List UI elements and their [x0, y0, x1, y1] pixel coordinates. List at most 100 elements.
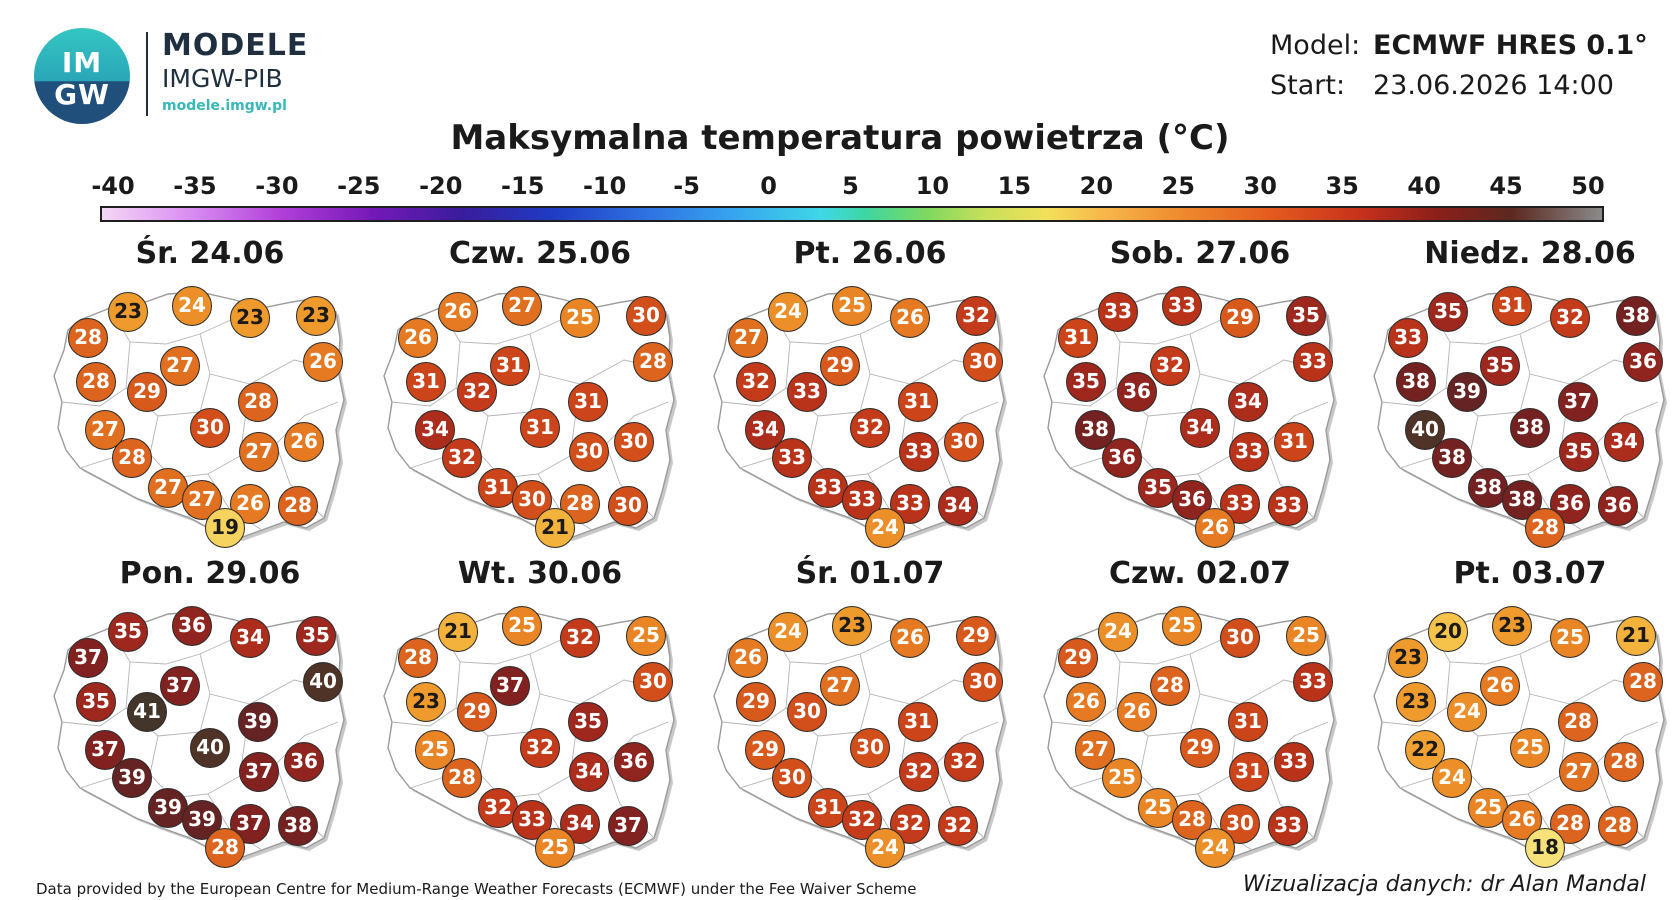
poland-map: 35 31 32 38 33 36 35 38 39 37 40 38 38 35 34 38 38 36 36 28 [1360, 278, 1667, 548]
logo-url[interactable]: modele.imgw.pl [162, 98, 287, 114]
city-temperature: 32 [520, 728, 560, 768]
city-temperature: 38 [1502, 480, 1542, 520]
city-temperature: 25 [626, 616, 666, 656]
city-temperature: 35 [108, 612, 148, 652]
city-temperature: 19 [205, 508, 245, 548]
city-temperature: 24 [768, 612, 808, 652]
city-temperature: 35 [1138, 468, 1178, 508]
city-temperature: 28 [398, 638, 438, 678]
start-label: Start: [1270, 70, 1346, 101]
city-temperature: 30 [772, 758, 812, 798]
poland-map: 26 27 25 30 26 28 31 31 32 31 34 31 32 30 30 31 30 28 30 21 [370, 278, 677, 548]
city-temperature: 26 [284, 422, 324, 462]
city-temperature: 37 [1558, 382, 1598, 422]
city-temperature: 36 [1117, 372, 1157, 412]
city-temperature: 31 [898, 382, 938, 422]
badge-line2: GW [54, 78, 110, 111]
city-temperature: 31 [520, 408, 560, 448]
poland-map: 24 25 26 32 27 30 29 32 33 31 34 32 33 33 30 33 33 33 34 24 [700, 278, 1007, 548]
city-temperature: 33 [1293, 662, 1333, 702]
model-value: ECMWF HRES 0.1° [1373, 30, 1648, 61]
city-temperature: 32 [1150, 346, 1190, 386]
start-value: 23.06.2026 14:00 [1373, 70, 1614, 101]
city-temperature: 28 [238, 382, 278, 422]
city-temperature: 37 [85, 730, 125, 770]
city-temperature: 24 [1447, 692, 1487, 732]
region-border [1381, 707, 1447, 727]
city-temperature: 23 [1396, 682, 1436, 722]
city-temperature: 36 [614, 742, 654, 782]
city-temperature: 28 [205, 828, 245, 868]
city-temperature: 26 [1066, 682, 1106, 722]
colorbar-tick-label: 30 [1243, 172, 1277, 200]
day-label: Śr. 24.06 [135, 236, 285, 271]
colorbar-tick-label: -35 [173, 172, 217, 200]
colorbar-tick-label: -20 [419, 172, 463, 200]
city-temperature: 32 [938, 806, 978, 846]
city-temperature: 39 [148, 788, 188, 828]
city-temperature: 21 [1616, 616, 1656, 656]
city-temperature: 36 [1102, 438, 1142, 478]
region-border [1051, 707, 1117, 727]
poland-map: 23 24 23 23 28 26 27 28 29 28 27 30 28 27 26 27 27 26 28 19 [40, 278, 347, 548]
city-temperature: 25 [560, 298, 600, 338]
city-temperature: 31 [490, 346, 530, 386]
colorbar-tick-label: 5 [842, 172, 859, 200]
city-temperature: 28 [1604, 742, 1644, 782]
city-temperature: 36 [284, 742, 324, 782]
city-temperature: 25 [1510, 728, 1550, 768]
city-temperature: 38 [278, 806, 318, 846]
colorbar-gradient [100, 206, 1604, 222]
city-temperature: 27 [820, 666, 860, 706]
city-temperature: 35 [296, 616, 336, 656]
city-temperature: 27 [182, 480, 222, 520]
city-temperature: 33 [1162, 286, 1202, 326]
region-border [721, 707, 787, 727]
city-temperature: 28 [442, 758, 482, 798]
colorbar-tick-label: -5 [673, 172, 700, 200]
city-temperature: 35 [1286, 296, 1326, 336]
city-temperature: 39 [238, 702, 278, 742]
city-temperature: 27 [1559, 752, 1599, 792]
city-temperature: 31 [1058, 318, 1098, 358]
city-temperature: 32 [899, 752, 939, 792]
city-temperature: 29 [127, 372, 167, 412]
city-temperature: 32 [1550, 298, 1590, 338]
day-label: Pt. 26.06 [793, 236, 947, 271]
city-temperature: 33 [1268, 486, 1308, 526]
map-title: Maksymalna temperatura powietrza (°C) [450, 118, 1230, 158]
city-temperature: 24 [865, 828, 905, 868]
city-temperature: 37 [239, 752, 279, 792]
city-temperature: 35 [76, 682, 116, 722]
city-temperature: 33 [1229, 432, 1269, 472]
city-temperature: 35 [1559, 432, 1599, 472]
city-temperature: 32 [457, 372, 497, 412]
city-temperature: 24 [768, 292, 808, 332]
city-temperature: 27 [148, 468, 188, 508]
data-credit: Data provided by the European Centre for… [36, 880, 917, 898]
region-border [61, 387, 127, 407]
city-temperature: 28 [76, 362, 116, 402]
poland-map: 24 25 30 25 29 33 28 26 26 31 27 29 25 31 33 25 28 30 33 24 [1030, 598, 1337, 868]
logo-divider [146, 32, 148, 116]
city-temperature: 30 [190, 408, 230, 448]
colorbar-tick-label: 25 [1161, 172, 1195, 200]
city-temperature: 24 [172, 286, 212, 326]
city-temperature: 34 [938, 486, 978, 526]
city-temperature: 29 [1058, 638, 1098, 678]
city-temperature: 24 [1098, 612, 1138, 652]
poland-map: 20 23 25 21 23 28 26 23 24 28 22 25 24 27 28 25 26 28 28 18 [1360, 598, 1667, 868]
city-temperature: 35 [1428, 292, 1468, 332]
logo-title: MODELE [162, 28, 309, 63]
colorbar-tick-label: -10 [582, 172, 627, 200]
city-temperature: 30 [608, 486, 648, 526]
city-temperature: 29 [736, 682, 776, 722]
city-temperature: 38 [1616, 296, 1656, 336]
city-temperature: 39 [1447, 372, 1487, 412]
day-label: Czw. 02.07 [1108, 556, 1291, 591]
colorbar-tick-label: -40 [91, 172, 135, 200]
colorbar-tick-label: 35 [1325, 172, 1359, 200]
region-border [721, 387, 787, 407]
city-temperature: 36 [1598, 486, 1638, 526]
city-temperature: 20 [1428, 612, 1468, 652]
